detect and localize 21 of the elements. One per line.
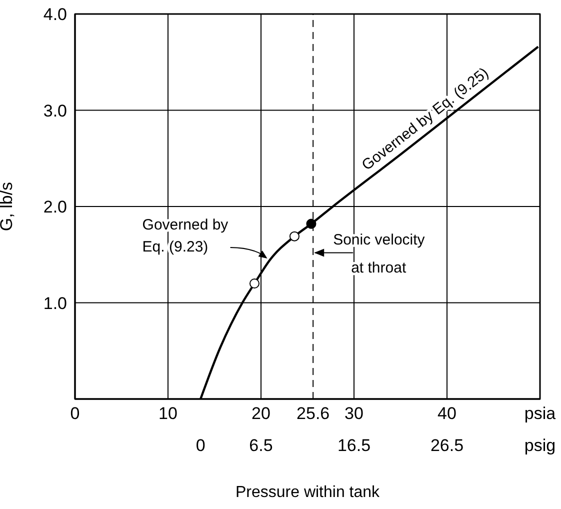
x-tick-label: 10 [158,404,178,424]
x2-tick-label: 16.5 [337,436,371,456]
y-axis-title: G, lb/s [0,182,16,232]
x-tick-label: psia [524,404,556,424]
point [249,278,260,289]
x-tick-label: 40 [438,404,456,424]
x-tick-label: 0 [70,404,80,424]
x2-tick-label: 6.5 [249,436,273,456]
x-tick-label: 30 [344,404,364,424]
x2-tick-label: 26.5 [430,436,464,456]
x-axis-title: Pressure within tank [235,484,381,501]
y-tick-label: 2.0 [43,198,67,217]
point [289,231,300,242]
x2-tick-label: psig [524,436,556,456]
point [306,218,316,229]
x-tick-label: 25.6 [296,404,330,424]
x2-tick-label: 0 [196,436,206,456]
y-tick-label: 1.0 [43,294,67,313]
x-tick-label: 20 [252,404,270,424]
y-tick-label: 3.0 [43,101,67,120]
y-tick-label: 4.0 [43,5,67,24]
